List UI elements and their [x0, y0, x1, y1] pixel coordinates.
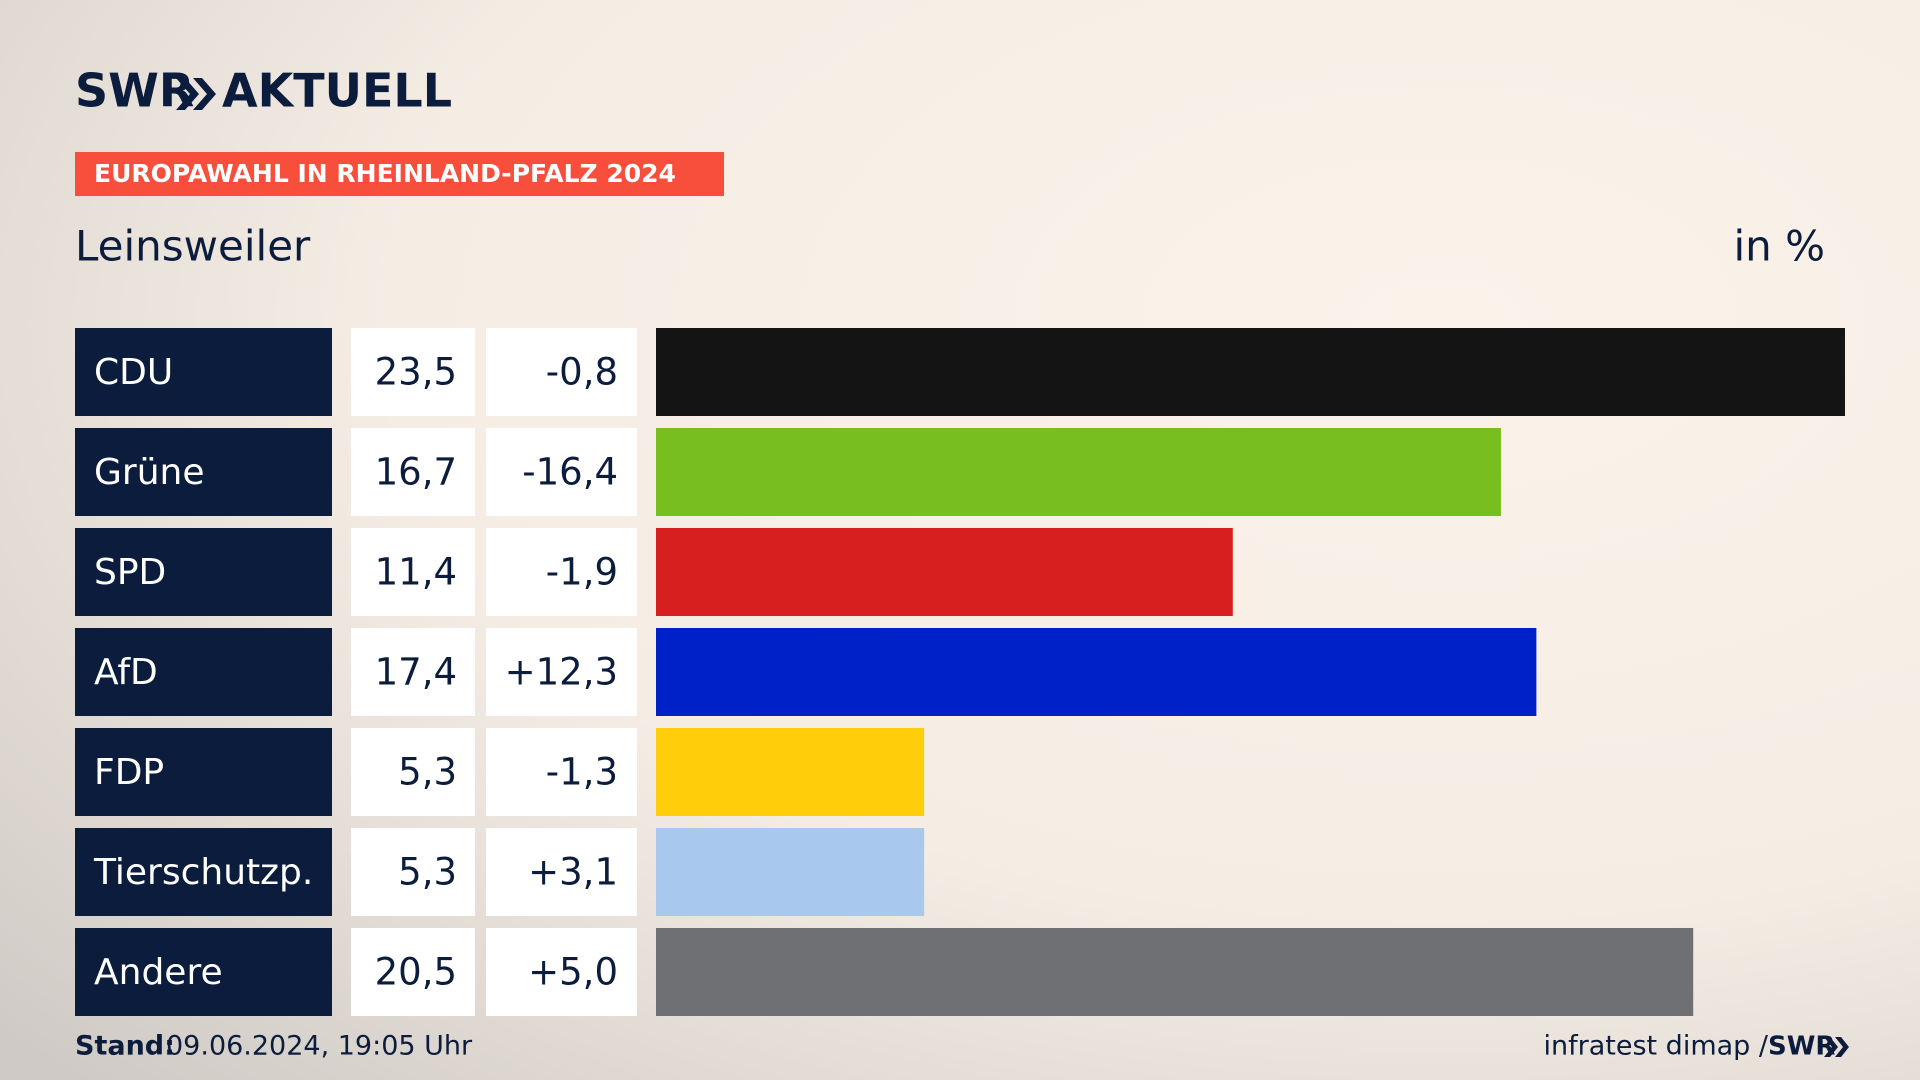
value-label: 17,4 [375, 651, 457, 694]
bar [656, 528, 1233, 616]
logo-chevrons [176, 78, 216, 110]
bar [656, 328, 1845, 416]
value-box [351, 828, 475, 916]
party-box [75, 528, 332, 616]
bar [656, 728, 925, 816]
logo-suffix: AKTUELL [222, 64, 452, 118]
bar [656, 828, 925, 916]
logo: SWR [75, 64, 194, 118]
party-box [75, 928, 332, 1016]
party-label: SPD [94, 552, 166, 593]
value-box [351, 328, 475, 416]
source-logo: SWR [1768, 1032, 1835, 1062]
change-box [486, 428, 637, 516]
change-box [486, 928, 637, 1016]
value-label: 20,5 [375, 951, 457, 994]
value-label: 16,7 [375, 451, 457, 494]
bar [656, 428, 1501, 516]
change-label: +3,1 [528, 851, 618, 894]
party-box [75, 628, 332, 716]
value-label: 5,3 [398, 851, 457, 894]
value-box [351, 728, 475, 816]
change-box [486, 328, 637, 416]
party-label: Grüne [94, 452, 204, 493]
source: infratest dimap / [1543, 1031, 1768, 1062]
banner: EUROPAWAHL IN RHEINLAND-PFALZ 2024 [94, 159, 676, 188]
source-chevrons [1824, 1037, 1849, 1057]
value-box [351, 528, 475, 616]
value-box [351, 428, 475, 516]
banner-bg [75, 152, 724, 196]
change-box [486, 628, 637, 716]
change-box [486, 728, 637, 816]
party-label: FDP [94, 752, 164, 793]
footer-label: Stand: [75, 1031, 175, 1062]
change-label: +12,3 [505, 651, 618, 694]
value-label: 5,3 [398, 751, 457, 794]
change-box [486, 828, 637, 916]
change-box [486, 528, 637, 616]
value-label: 11,4 [375, 551, 457, 594]
value-box [351, 928, 475, 1016]
party-label: CDU [94, 352, 173, 393]
party-box [75, 828, 332, 916]
change-label: -0,8 [546, 351, 618, 394]
party-label: Tierschutzp. [93, 852, 313, 893]
party-box [75, 328, 332, 416]
party-box [75, 428, 332, 516]
change-label: +5,0 [528, 951, 618, 994]
party-box [75, 728, 332, 816]
bar [656, 928, 1694, 1016]
change-label: -1,9 [546, 551, 618, 594]
change-label: -16,4 [522, 451, 618, 494]
value-label: 23,5 [375, 351, 457, 394]
chart-title: Leinsweiler [75, 222, 311, 271]
bar [656, 628, 1537, 716]
party-label: AfD [94, 652, 158, 693]
unit: in % [1733, 222, 1825, 271]
value-box [351, 628, 475, 716]
party-label: Andere [94, 952, 223, 993]
footer-date: 09.06.2024, 19:05 Uhr [166, 1031, 473, 1062]
change-label: -1,3 [546, 751, 618, 794]
